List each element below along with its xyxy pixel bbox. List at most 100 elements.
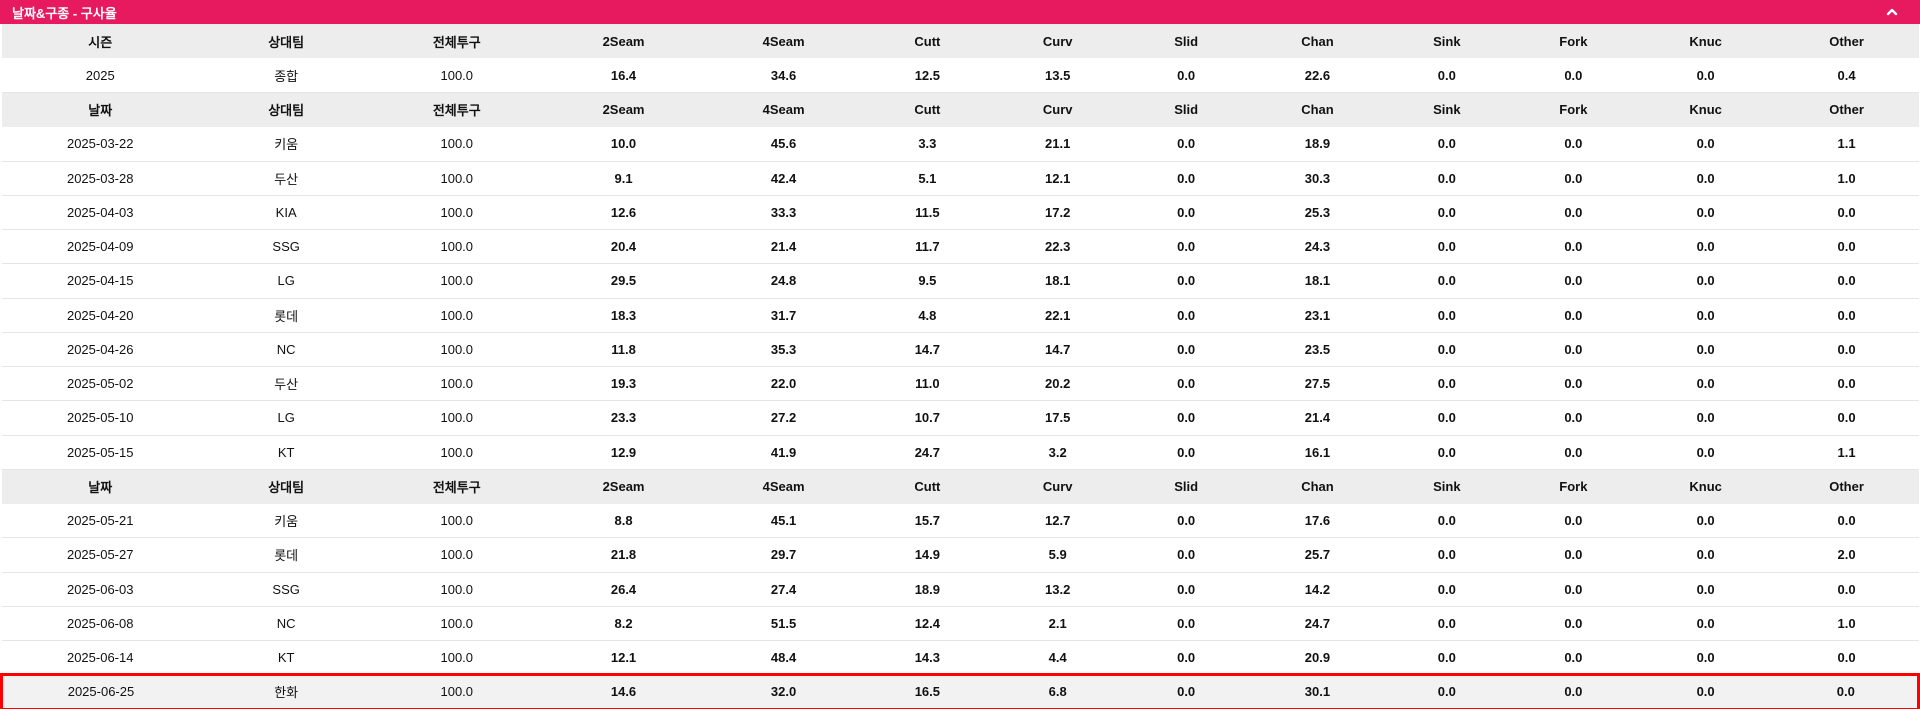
value-cell: 0.0 [1120,503,1252,539]
column-header: 시즌 [1,24,199,59]
opponent-cell: NC [198,606,374,642]
value-cell: 12.1 [994,161,1121,196]
value-cell: 0.0 [1510,572,1637,607]
column-header: Chan [1251,469,1384,504]
table-row[interactable]: 2025-04-26 NC 100.0 11.8 35.3 14.7 14.7 0.0 23.5… [1,332,1919,368]
table-row[interactable]: 2025-05-21 키움 100.0 8.8 45.1 15.7 12.7 0.0 17.6 0… [1,503,1919,539]
value-cell: 0.0 [1120,332,1252,368]
value-cell: 11.5 [860,195,995,231]
value-cell: 22.6 [1251,58,1384,94]
value-cell: 0.0 [1120,229,1252,265]
column-header: 4Seam [706,24,861,59]
value-cell: 0.0 [1120,195,1252,231]
column-header: 4Seam [706,469,861,504]
opponent-cell: 종합 [198,58,374,94]
value-cell: 1.1 [1774,435,1919,470]
value-cell: 0.0 [1510,126,1637,162]
column-header: 상대팀 [198,24,374,59]
date-cell: 2025-05-27 [1,537,199,573]
column-header: Sink [1383,92,1511,127]
date-cell: 2025-06-03 [1,572,199,607]
table-row[interactable]: 2025-05-27 롯데 100.0 21.8 29.7 14.9 5.9 0.0 25.7 0… [1,537,1919,573]
value-cell: 0.0 [1120,572,1252,607]
column-header: Cutt [860,24,995,59]
chevron-up-icon[interactable] [1884,5,1900,19]
table-row[interactable]: 2025-03-28 두산 100.0 9.1 42.4 5.1 12.1 0.0 30.3 0.… [1,161,1919,196]
value-cell: 24.7 [1251,606,1384,642]
table-row[interactable]: 2025-05-02 두산 100.0 19.3 22.0 11.0 20.2 0.0 27.5… [1,366,1919,402]
value-cell: 3.2 [994,435,1121,470]
value-cell: 0.0 [1120,366,1252,402]
table-header-row: 시즌 상대팀 전체투구 2Seam 4Seam Cutt Curv Slid Chan Sink F… [1,24,1919,59]
column-header: Slid [1120,469,1252,504]
value-cell: 35.3 [706,332,861,368]
value-cell: 1.0 [1774,161,1919,196]
value-cell: 18.1 [994,263,1121,299]
value-cell: 14.7 [994,332,1121,368]
value-cell: 51.5 [706,606,861,642]
value-cell: 4.8 [860,298,995,333]
date-cell: 2025-05-10 [1,400,199,436]
table-row[interactable]: 2025-04-15 LG 100.0 29.5 24.8 9.5 18.1 0.0 18.1 0… [1,263,1919,299]
value-cell: 18.3 [540,298,707,333]
value-cell: 0.0 [1120,58,1252,94]
column-header: Slid [1120,24,1252,59]
value-cell: 21.4 [706,229,861,265]
value-cell: 100.0 [373,229,541,265]
value-cell: 0.0 [1636,161,1775,196]
column-header: 2Seam [540,92,707,127]
value-cell: 29.7 [706,537,861,573]
value-cell: 0.0 [1510,537,1637,573]
value-cell: 18.9 [860,572,995,607]
value-cell: 0.0 [1120,263,1252,299]
value-cell: 0.0 [1774,640,1919,676]
opponent-cell: SSG [198,572,374,607]
value-cell: 14.9 [860,537,995,573]
date-cell: 2025-05-02 [1,366,199,402]
value-cell: 24.8 [706,263,861,299]
value-cell: 100.0 [373,58,541,94]
value-cell: 14.2 [1251,572,1384,607]
table-row[interactable]: 2025-04-20 롯데 100.0 18.3 31.7 4.8 22.1 0.0 23.1 0… [1,298,1919,333]
column-header: Cutt [860,469,995,504]
column-header: 상대팀 [198,92,374,127]
table-row[interactable]: 2025-06-03 SSG 100.0 26.4 27.4 18.9 13.2 0.0 14.… [1,572,1919,607]
value-cell: 0.0 [1510,263,1637,299]
opponent-cell: 두산 [198,161,374,196]
table-row[interactable]: 2025-06-14 KT 100.0 12.1 48.4 14.3 4.4 0.0 20.9 0… [1,640,1919,676]
table-row[interactable]: 2025-04-09 SSG 100.0 20.4 21.4 11.7 22.3 0.0 24.… [1,229,1919,265]
value-cell: 0.0 [1636,229,1775,265]
value-cell: 17.5 [994,400,1121,436]
column-header: 2Seam [540,24,707,59]
table-row[interactable]: 2025-05-15 KT 100.0 12.9 41.9 24.7 3.2 0.0 16.1 0… [1,435,1919,470]
table-row[interactable]: 2025-04-03 KIA 100.0 12.6 33.3 11.5 17.2 0.0 25.… [1,195,1919,231]
value-cell: 24.3 [1251,229,1384,265]
opponent-cell: KIA [198,195,374,231]
column-header: Curv [994,469,1121,504]
opponent-cell: 키움 [198,503,374,539]
date-cell: 2025-06-25 [0,673,199,709]
value-cell: 100.0 [373,673,541,709]
value-cell: 20.2 [994,366,1121,402]
date-cell: 2025-05-15 [1,435,199,470]
value-cell: 31.7 [706,298,861,333]
value-cell: 0.0 [1120,640,1252,676]
value-cell: 0.0 [1120,161,1252,196]
opponent-cell: 키움 [198,126,374,162]
column-header: 상대팀 [198,469,374,504]
table-row[interactable]: 2025-06-08 NC 100.0 8.2 51.5 12.4 2.1 0.0 24.7 0.… [1,606,1919,642]
table-row[interactable]: 2025 종합 100.0 16.4 34.6 12.5 13.5 0.0 22.6 0.0 0.0… [1,58,1919,94]
opponent-cell: LG [198,263,374,299]
table-row-selected[interactable]: 2025-06-25 한화 100.0 14.6 32.0 16.5 6.8 0.0 30.1 0… [0,673,1920,709]
value-cell: 24.7 [860,435,995,470]
table-row[interactable]: 2025-03-22 키움 100.0 10.0 45.6 3.3 21.1 0.0 18.9 0… [1,126,1919,162]
value-cell: 0.0 [1383,58,1511,94]
column-header: 날짜 [1,469,199,504]
value-cell: 22.1 [994,298,1121,333]
value-cell: 11.7 [860,229,995,265]
value-cell: 2.0 [1774,537,1919,573]
value-cell: 25.7 [1251,537,1384,573]
date-cell: 2025-03-28 [1,161,199,196]
table-row[interactable]: 2025-05-10 LG 100.0 23.3 27.2 10.7 17.5 0.0 21.4… [1,400,1919,436]
value-cell: 0.0 [1510,229,1637,265]
